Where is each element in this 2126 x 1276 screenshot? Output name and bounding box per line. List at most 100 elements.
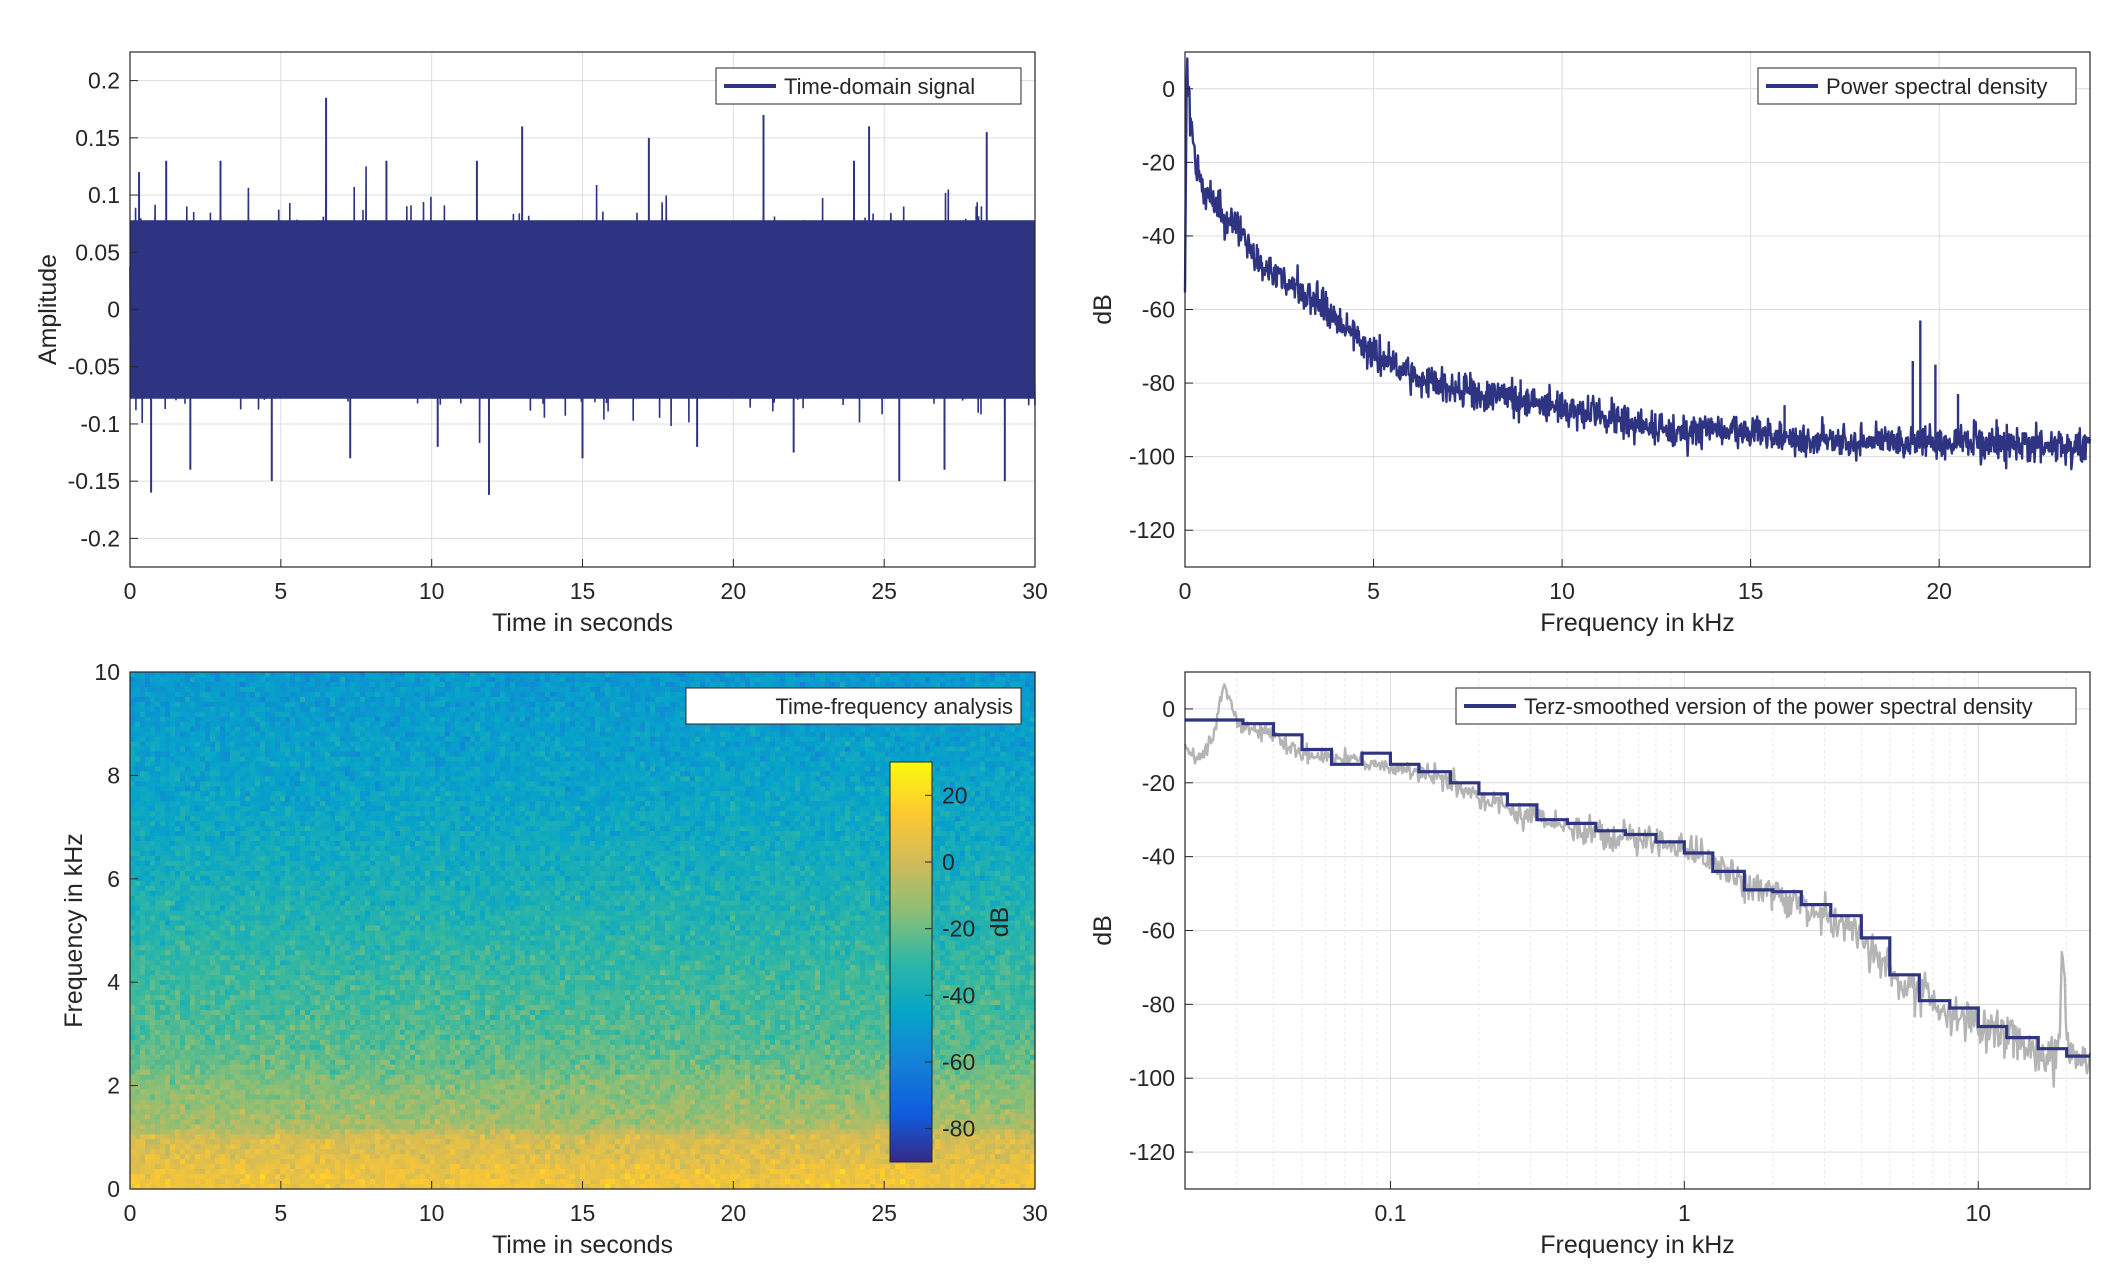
heatmap-cell bbox=[640, 672, 646, 678]
x-tick-label: 20 bbox=[1926, 578, 1952, 604]
heatmap-cell bbox=[670, 741, 676, 748]
heatmap-cell bbox=[975, 731, 981, 738]
heatmap-cell bbox=[650, 746, 656, 753]
heatmap-cell bbox=[425, 761, 431, 768]
heatmap-cell bbox=[140, 696, 146, 703]
heatmap-cell bbox=[360, 771, 366, 777]
heatmap-cell bbox=[860, 796, 866, 802]
heatmap-cell bbox=[305, 756, 311, 763]
heatmap-cell bbox=[265, 751, 271, 758]
heatmap-cell bbox=[345, 766, 351, 773]
heatmap-cell bbox=[135, 721, 141, 728]
heatmap-cell bbox=[620, 686, 626, 693]
heatmap-cell bbox=[460, 672, 466, 678]
heatmap-cell bbox=[660, 746, 666, 753]
heatmap-cell bbox=[605, 716, 611, 723]
heatmap-cell bbox=[610, 741, 616, 748]
heatmap-cell bbox=[300, 701, 306, 708]
heatmap-cell bbox=[570, 756, 576, 763]
heatmap-cell bbox=[935, 746, 941, 753]
heatmap-cell bbox=[710, 731, 716, 738]
heatmap-cell bbox=[960, 781, 966, 787]
heatmap-cell bbox=[540, 771, 546, 777]
heatmap-cell bbox=[1020, 736, 1026, 743]
heatmap-cell bbox=[700, 676, 706, 683]
heatmap-cell bbox=[325, 746, 331, 753]
heatmap-cell bbox=[615, 701, 621, 708]
heatmap-cell bbox=[335, 786, 341, 792]
heatmap-cell bbox=[465, 751, 471, 758]
legend[interactable]: Power spectral density bbox=[1757, 67, 2077, 105]
heatmap-cell bbox=[490, 741, 496, 748]
heatmap-cell bbox=[690, 766, 696, 773]
heatmap-cell bbox=[730, 771, 736, 777]
heatmap-cell bbox=[355, 731, 361, 738]
heatmap-cell bbox=[565, 756, 571, 763]
heatmap-cell bbox=[290, 701, 296, 708]
heatmap-cell bbox=[550, 711, 556, 718]
heatmap-cell bbox=[890, 736, 896, 743]
heatmap-cell bbox=[445, 701, 451, 708]
heatmap-cell bbox=[420, 691, 426, 698]
heatmap-cell bbox=[995, 731, 1001, 738]
heatmap-cell bbox=[1010, 756, 1016, 763]
heatmap-cell bbox=[250, 771, 256, 777]
heatmap-cell bbox=[455, 716, 461, 723]
heatmap-cell bbox=[585, 781, 591, 787]
heatmap-cell bbox=[140, 741, 146, 748]
heatmap-cell bbox=[565, 726, 571, 733]
heatmap-cell bbox=[885, 681, 891, 688]
heatmap-cell bbox=[135, 736, 141, 743]
heatmap-cell bbox=[480, 791, 486, 797]
heatmap-cell bbox=[340, 746, 346, 753]
heatmap-cell bbox=[790, 791, 796, 797]
heatmap-cell bbox=[215, 786, 221, 792]
heatmap-cell bbox=[870, 751, 876, 758]
heatmap-cell bbox=[420, 726, 426, 733]
legend[interactable]: Time-domain signal bbox=[715, 67, 1022, 105]
heatmap-cell bbox=[535, 786, 541, 792]
heatmap-cell bbox=[1005, 781, 1011, 787]
heatmap-cell bbox=[160, 711, 166, 718]
heatmap-cell bbox=[395, 686, 401, 693]
heatmap-cell bbox=[905, 676, 911, 683]
heatmap-cell bbox=[1010, 672, 1016, 678]
heatmap-cell bbox=[815, 796, 821, 802]
heatmap-cell bbox=[665, 676, 671, 683]
heatmap-cell bbox=[180, 716, 186, 723]
heatmap-cell bbox=[490, 776, 496, 782]
heatmap-cell bbox=[605, 701, 611, 708]
heatmap-cell bbox=[620, 776, 626, 782]
heatmap-cell bbox=[565, 746, 571, 753]
heatmap-cell bbox=[615, 801, 621, 807]
heatmap-cell bbox=[300, 741, 306, 748]
heatmap-cell bbox=[465, 706, 471, 713]
heatmap-cell bbox=[980, 736, 986, 743]
heatmap-cell bbox=[655, 711, 661, 718]
heatmap-cell bbox=[1020, 676, 1026, 683]
time-domain-chart: 0 5 10 15 20 25 30-0.2-0.15-0.1-0.0500.050.10.… bbox=[34, 51, 1048, 637]
heatmap-cell bbox=[425, 766, 431, 773]
heatmap-cell bbox=[530, 726, 536, 733]
heatmap-cell bbox=[235, 781, 241, 787]
heatmap-cell bbox=[850, 796, 856, 802]
heatmap-cell bbox=[940, 736, 946, 743]
heatmap-cell bbox=[650, 696, 656, 703]
heatmap-cell bbox=[805, 776, 811, 782]
heatmap-cell bbox=[280, 756, 286, 763]
heatmap-cell bbox=[755, 791, 761, 797]
heatmap-cell bbox=[150, 736, 156, 743]
heatmap-cell bbox=[380, 796, 386, 802]
heatmap-cell bbox=[785, 751, 791, 758]
heatmap-cell bbox=[515, 726, 521, 733]
heatmap-cell bbox=[670, 781, 676, 787]
heatmap-cell bbox=[545, 791, 551, 797]
heatmap-cell bbox=[210, 781, 216, 787]
heatmap-cell bbox=[645, 736, 651, 743]
heatmap-cell bbox=[425, 686, 431, 693]
heatmap-cell bbox=[135, 776, 141, 782]
heatmap-cell bbox=[635, 756, 641, 763]
heatmap-cell bbox=[770, 766, 776, 773]
heatmap-cell bbox=[855, 731, 861, 738]
heatmap-cell bbox=[695, 766, 701, 773]
